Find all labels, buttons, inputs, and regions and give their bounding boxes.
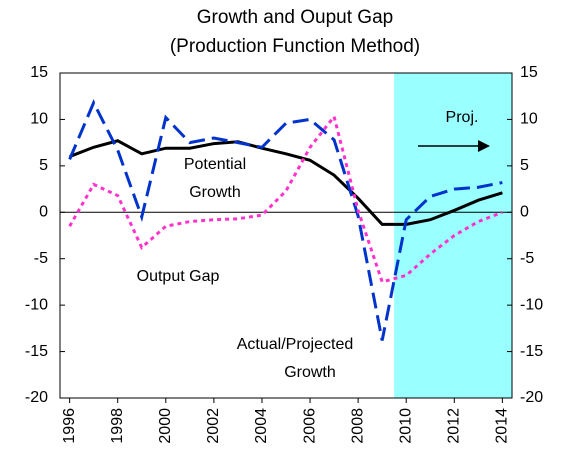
projection-arrowhead (478, 140, 490, 152)
y-tick-label: -15 (25, 343, 48, 360)
x-tick-label: 1998 (109, 408, 126, 444)
x-tick-label: 2014 (494, 408, 511, 444)
y-tick-label: 5 (39, 157, 48, 174)
x-tick-label: 2002 (205, 408, 222, 444)
plot-frame (59, 72, 513, 399)
x-tick-label: 2000 (157, 408, 174, 444)
y2-tick-label: 10 (520, 111, 538, 128)
annotation: Growth (189, 184, 241, 201)
x-tick-label: 2004 (253, 408, 270, 444)
series-line (68, 99, 503, 341)
y2-tick-label: 15 (520, 64, 538, 81)
x-tick-label: 2006 (301, 408, 318, 444)
y-tick-label: 15 (30, 64, 48, 81)
x-tick-label: 1996 (61, 408, 78, 444)
annotation: Growth (284, 364, 336, 381)
y2-tick-label: 0 (520, 204, 529, 221)
y2-tick-label: -5 (520, 250, 534, 267)
x-tick-label: 2010 (397, 408, 414, 444)
annotation: Actual/Projected (237, 336, 354, 353)
y-tick-label: -20 (25, 389, 48, 406)
y-tick-label: -10 (25, 296, 48, 313)
annotation: Proj. (446, 109, 479, 126)
chart-title: Growth and Ouput Gap (197, 7, 393, 28)
y-tick-label: 10 (30, 111, 48, 128)
annotation: Potential (184, 156, 246, 173)
x-tick-label: 2008 (349, 408, 366, 444)
y2-tick-label: -15 (520, 343, 543, 360)
chart-title: (Production Function Method) (170, 36, 420, 57)
annotation: Output Gap (137, 268, 220, 285)
y2-tick-label: -10 (520, 296, 543, 313)
y-tick-label: 0 (39, 204, 48, 221)
x-tick-label: 2012 (446, 408, 463, 444)
y2-tick-label: -20 (520, 389, 543, 406)
y2-tick-label: 5 (520, 157, 529, 174)
series-line (68, 113, 503, 284)
y-tick-label: -5 (34, 250, 48, 267)
series-line (69, 139, 503, 226)
